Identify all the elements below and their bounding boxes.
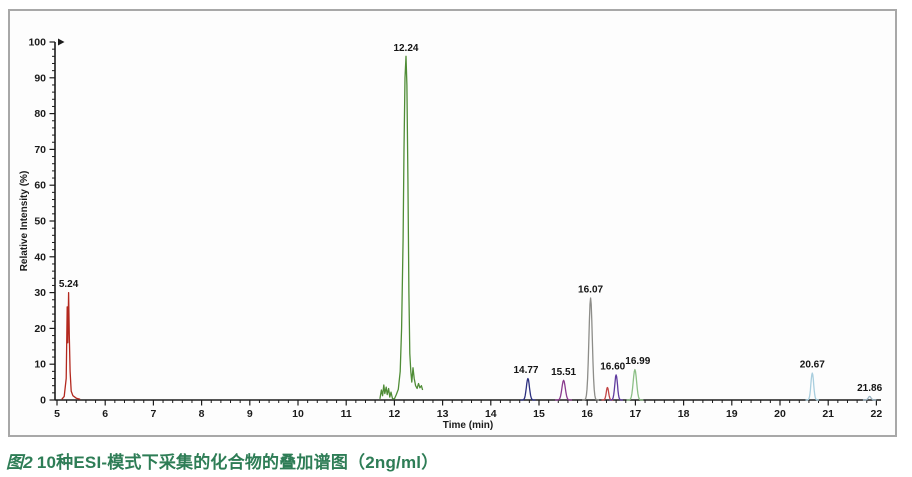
x-tick-label: 6 bbox=[102, 408, 108, 420]
series-peak-7: 16.60 bbox=[600, 361, 626, 401]
x-tick-label: 16 bbox=[581, 408, 593, 420]
x-tick-label: 18 bbox=[678, 408, 690, 420]
x-tick-label: 13 bbox=[437, 408, 449, 420]
peak-label: 21.86 bbox=[857, 383, 882, 394]
x-tick-label: 7 bbox=[150, 408, 156, 420]
x-tick-label: 20 bbox=[774, 408, 786, 420]
x-tick-label: 22 bbox=[871, 408, 883, 420]
figure-caption-number: 图2 bbox=[6, 453, 33, 472]
peak-label: 12.24 bbox=[393, 43, 418, 54]
y-axis-arrow-icon bbox=[58, 38, 65, 46]
peak-trace bbox=[555, 379, 573, 401]
peak-label: 14.77 bbox=[513, 365, 538, 376]
figure-caption-text: 10种ESI-模式下采集的化合物的叠加谱图（2ng/ml） bbox=[36, 453, 439, 472]
peak-trace bbox=[520, 377, 536, 401]
peak-trace bbox=[61, 291, 81, 400]
peak-trace bbox=[626, 368, 644, 401]
series-peak-3: 14.77 bbox=[513, 365, 539, 401]
y-tick-label: 80 bbox=[34, 108, 46, 120]
series-peak-1: 5.24 bbox=[59, 279, 81, 400]
y-tick-label: 30 bbox=[34, 287, 46, 299]
x-tick-label: 10 bbox=[292, 408, 304, 420]
x-axis-title: Time (min) bbox=[443, 420, 493, 431]
series-peak-8: 16.99 bbox=[625, 356, 651, 401]
peak-label: 5.24 bbox=[59, 279, 79, 290]
peak-label: 16.07 bbox=[578, 284, 603, 295]
y-tick-label: 60 bbox=[34, 180, 46, 192]
series-peak-2: 12.24 bbox=[379, 43, 424, 400]
peak-trace bbox=[609, 374, 624, 401]
y-axis-title: Relative Intensity (%) bbox=[19, 171, 30, 272]
peak-label: 16.99 bbox=[625, 356, 650, 367]
y-tick-label: 20 bbox=[34, 323, 46, 335]
figure-caption: 图2 10种ESI-模式下采集的化合物的叠加谱图（2ng/ml） bbox=[6, 448, 906, 473]
x-tick-label: 11 bbox=[341, 408, 352, 420]
series-peak-6 bbox=[601, 386, 614, 401]
chromatogram-panel bbox=[8, 9, 897, 437]
x-tick-label: 12 bbox=[389, 408, 401, 420]
x-tick-label: 17 bbox=[630, 408, 642, 420]
y-tick-label: 0 bbox=[40, 395, 46, 407]
x-tick-label: 5 bbox=[54, 408, 60, 420]
y-tick-label: 90 bbox=[34, 72, 46, 84]
peak-trace bbox=[862, 395, 877, 401]
y-tick-label: 50 bbox=[34, 216, 46, 228]
peak-trace bbox=[601, 386, 614, 401]
y-tick-label: 40 bbox=[34, 251, 46, 263]
peak-trace bbox=[805, 372, 820, 401]
y-tick-label: 70 bbox=[34, 144, 46, 156]
peak-label: 16.60 bbox=[600, 361, 625, 372]
peak-label: 15.51 bbox=[551, 367, 576, 378]
peak-trace bbox=[379, 55, 424, 400]
x-tick-label: 14 bbox=[485, 408, 497, 420]
x-tick-label: 21 bbox=[822, 408, 834, 420]
series-peak-5: 16.07 bbox=[578, 284, 604, 401]
chromatogram-svg: 0 10 20 30 40 50 60 70 80 90 100 5 6 7 8 9 10 11 12 13 14 15 1… bbox=[19, 37, 883, 432]
x-tick-label: 19 bbox=[726, 408, 738, 420]
x-tick-label: 9 bbox=[247, 408, 253, 420]
axes: 0 10 20 30 40 50 60 70 80 90 100 5 6 7 8 9 10 11 12 13 14 15 1… bbox=[19, 37, 882, 432]
peak-trace bbox=[582, 297, 600, 401]
y-tick-label: 100 bbox=[28, 37, 46, 49]
series-peak-9: 20.67 bbox=[800, 360, 825, 401]
x-tick-label: 8 bbox=[199, 408, 205, 420]
y-tick-label: 10 bbox=[34, 359, 46, 371]
x-tick-label: 15 bbox=[533, 408, 545, 420]
series-peak-4: 15.51 bbox=[551, 367, 577, 401]
series-peak-10: 21.86 bbox=[857, 383, 883, 401]
peak-label: 20.67 bbox=[800, 360, 825, 371]
